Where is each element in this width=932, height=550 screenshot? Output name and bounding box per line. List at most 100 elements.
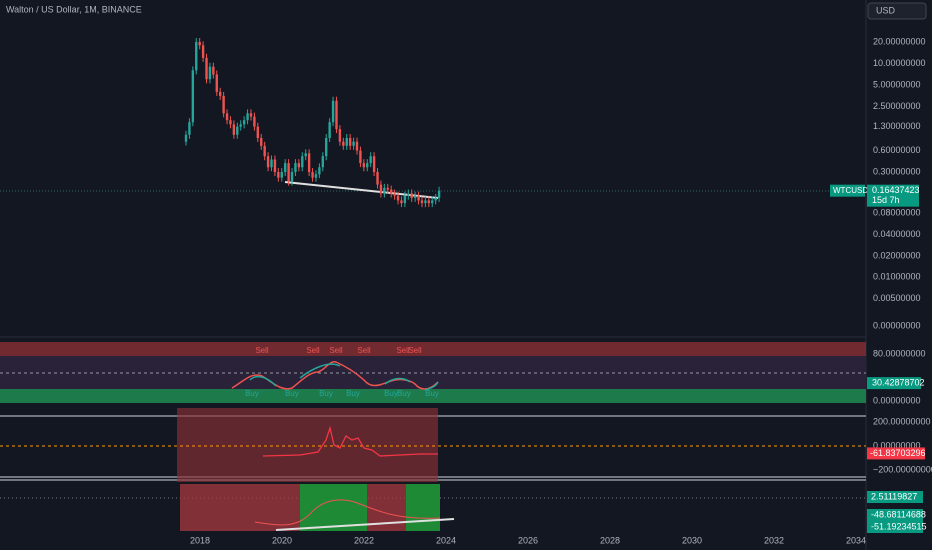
countdown: 15d 7h xyxy=(872,195,900,205)
candle xyxy=(253,116,256,127)
x-tick-label: 2020 xyxy=(272,535,292,545)
price-badge xyxy=(867,184,919,207)
candle xyxy=(188,122,191,135)
candle xyxy=(396,195,400,201)
buy-label: Buy xyxy=(285,389,299,398)
value-label: 2.51119827 xyxy=(871,491,917,501)
y-tick-label: −200.00000000 xyxy=(873,464,932,474)
candle xyxy=(195,42,198,71)
candle xyxy=(270,159,273,168)
candle xyxy=(328,122,331,139)
candle xyxy=(413,195,417,198)
sell-label: Sell xyxy=(408,346,422,355)
candle xyxy=(229,120,232,125)
y-tick-label: 0.00000000 xyxy=(873,395,921,405)
candle xyxy=(191,70,195,123)
y-tick-label: 5.00000000 xyxy=(873,79,921,89)
buy-label: Buy xyxy=(245,389,259,398)
candle xyxy=(205,57,208,80)
y-tick-label: 0.30000000 xyxy=(873,166,921,176)
candle xyxy=(386,187,389,190)
candle xyxy=(427,200,431,204)
y-tick-label: 0.01000000 xyxy=(873,272,921,282)
y-tick-label: 2.50000000 xyxy=(873,101,921,111)
candle xyxy=(376,172,379,185)
y-tick-label: 80.00000000 xyxy=(873,348,926,358)
candle xyxy=(403,195,407,204)
candle xyxy=(225,113,229,121)
candle xyxy=(369,156,372,164)
x-tick-label: 2026 xyxy=(518,535,538,545)
x-tick-label: 2022 xyxy=(354,535,374,545)
candle xyxy=(260,138,263,146)
candle xyxy=(437,190,441,198)
candle xyxy=(287,163,290,182)
oversold-zone xyxy=(0,389,866,403)
candle xyxy=(208,66,212,80)
candle xyxy=(263,145,266,157)
value-badge xyxy=(867,491,923,503)
symbol: WTCUSD xyxy=(833,186,868,195)
x-tick-label: 2032 xyxy=(764,535,784,545)
overbought-zone xyxy=(0,342,866,356)
macd-zone-green xyxy=(300,484,367,531)
macd-trendline xyxy=(275,518,455,531)
candle xyxy=(222,95,225,114)
buy-label: Buy xyxy=(384,389,398,398)
candle xyxy=(325,138,328,157)
candle xyxy=(242,120,246,125)
value-label: -51.19234515 xyxy=(871,521,927,531)
candle xyxy=(342,141,345,146)
buy-label: Buy xyxy=(397,389,411,398)
candle xyxy=(345,138,348,146)
candle xyxy=(246,113,249,121)
y-tick-label: 0.00000000 xyxy=(873,440,921,450)
candle xyxy=(273,159,277,173)
y-tick-label: 0.60000000 xyxy=(873,145,921,155)
candle xyxy=(372,156,376,173)
candle xyxy=(321,156,324,168)
candle xyxy=(362,163,366,168)
buy-label: Buy xyxy=(346,389,360,398)
candle xyxy=(294,163,297,173)
x-tick-label: 2024 xyxy=(436,535,456,545)
candle xyxy=(431,200,434,204)
candle xyxy=(290,172,294,182)
candle xyxy=(232,124,236,135)
sell-label: Sell xyxy=(396,346,410,355)
macd-line xyxy=(254,499,441,526)
candle xyxy=(266,156,270,168)
y-tick-label: 200.00000000 xyxy=(873,416,931,426)
candle xyxy=(390,189,393,194)
currency-button[interactable] xyxy=(867,2,927,20)
candle xyxy=(318,167,321,175)
candle xyxy=(379,184,383,194)
value-badge xyxy=(867,509,923,521)
candle xyxy=(359,150,362,164)
candle xyxy=(393,193,396,196)
symbol-badge xyxy=(830,184,865,197)
value-label: -48.68114688 xyxy=(871,509,926,519)
candle xyxy=(420,200,424,204)
candle xyxy=(383,187,386,194)
candle xyxy=(201,45,205,58)
y-tick-label: 0.02000000 xyxy=(873,250,921,260)
candle xyxy=(280,172,283,178)
x-tick-label: 2028 xyxy=(600,535,620,545)
sell-label: Sell xyxy=(306,346,320,355)
x-tick-label: 2030 xyxy=(682,535,702,545)
candle xyxy=(331,100,335,123)
candle xyxy=(434,197,437,201)
candle xyxy=(219,91,222,96)
value-label: 30.42878702 xyxy=(872,377,925,387)
candle xyxy=(215,74,218,92)
macd-zone-red xyxy=(180,484,300,531)
candle xyxy=(236,126,239,135)
chart-title: Walton / US Dollar, 1M, BINANCE xyxy=(6,4,142,14)
candle xyxy=(277,172,280,178)
candle xyxy=(338,129,342,142)
candle xyxy=(212,66,215,75)
currency[interactable]: USD xyxy=(876,5,896,15)
value-badge xyxy=(867,521,923,533)
